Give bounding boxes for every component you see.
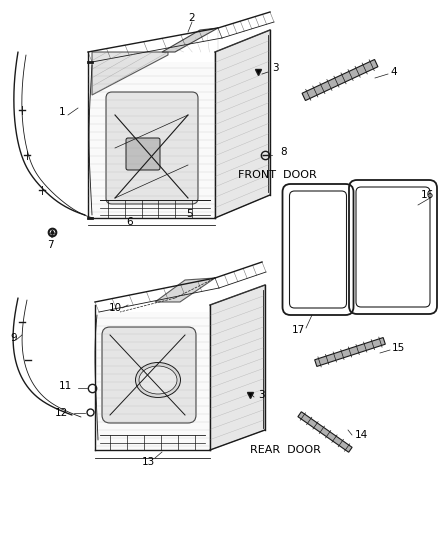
Ellipse shape <box>139 366 177 394</box>
Polygon shape <box>92 52 168 95</box>
Text: 13: 13 <box>141 457 154 467</box>
Polygon shape <box>314 337 385 367</box>
Text: 8: 8 <box>279 147 286 157</box>
Text: 2: 2 <box>188 13 195 23</box>
Polygon shape <box>88 62 215 218</box>
Text: 15: 15 <box>391 343 404 353</box>
Polygon shape <box>162 28 218 52</box>
Text: 3: 3 <box>258 390 264 400</box>
Polygon shape <box>155 278 215 302</box>
FancyBboxPatch shape <box>102 327 195 423</box>
Polygon shape <box>209 285 265 450</box>
Polygon shape <box>95 312 209 450</box>
Text: 5: 5 <box>186 209 193 219</box>
Text: 17: 17 <box>291 325 304 335</box>
Text: 1: 1 <box>59 107 65 117</box>
Text: 16: 16 <box>420 190 433 200</box>
FancyBboxPatch shape <box>126 138 159 170</box>
Text: 10: 10 <box>108 303 121 313</box>
Text: REAR  DOOR: REAR DOOR <box>249 445 320 455</box>
Text: 4: 4 <box>389 67 396 77</box>
Text: 6: 6 <box>127 217 133 227</box>
Text: 3: 3 <box>272 63 278 73</box>
Polygon shape <box>301 60 377 101</box>
Text: 14: 14 <box>354 430 367 440</box>
Text: 9: 9 <box>10 333 17 343</box>
Ellipse shape <box>135 362 180 398</box>
Polygon shape <box>215 30 269 218</box>
FancyBboxPatch shape <box>106 92 198 204</box>
Text: 11: 11 <box>59 381 72 391</box>
Text: FRONT  DOOR: FRONT DOOR <box>237 170 316 180</box>
Text: 12: 12 <box>55 408 68 418</box>
Polygon shape <box>297 412 351 452</box>
Text: 7: 7 <box>46 240 53 250</box>
